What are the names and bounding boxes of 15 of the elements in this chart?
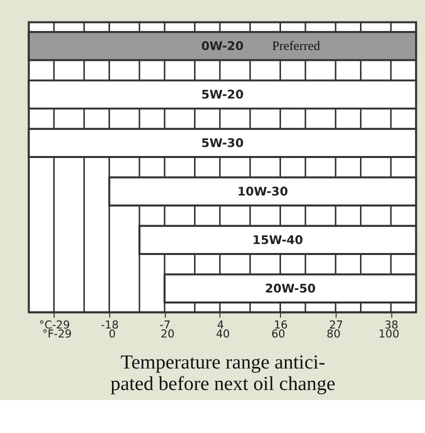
x2-tick-label: 80 <box>326 328 341 341</box>
x2-tick-label: 60 <box>271 328 286 341</box>
x2-tick-label: 20 <box>160 328 175 341</box>
y-tick-label: 5W-30 <box>201 136 244 150</box>
y-tick-label: 15W-40 <box>252 232 304 247</box>
y-tick-label: 0W-20 <box>201 38 244 53</box>
x2-tick-label: 100 <box>378 328 400 341</box>
y-tick-label: 5W-20 <box>201 87 244 102</box>
y-tick-label: 20W-50 <box>264 281 316 296</box>
annotation: Preferred <box>272 38 321 53</box>
x-axis-title: Temperature range antici- pated before next oil change <box>110 351 336 396</box>
x2-tick-label: 0 <box>108 328 116 341</box>
x2-tick-label: 40 <box>216 328 230 341</box>
y-tick-label: 10W-30 <box>237 184 288 198</box>
x2-tick-label: °F-29 <box>42 328 72 341</box>
